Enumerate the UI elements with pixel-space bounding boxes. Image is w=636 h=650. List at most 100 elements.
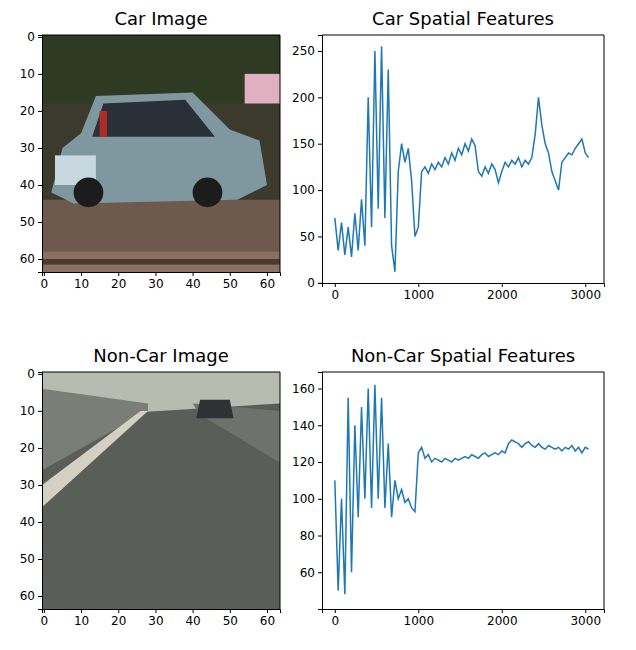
y-tick: 60 — [20, 589, 42, 603]
x-tick: 2000 — [487, 609, 518, 628]
x-tick-mark — [335, 609, 336, 613]
x-axis: 0100020003000 — [323, 283, 605, 302]
y-tick-mark — [38, 148, 42, 149]
y-tick: 20 — [20, 104, 42, 118]
y-tick: 40 — [20, 515, 42, 529]
x-tick-label: 0 — [41, 614, 49, 628]
y-tick: 40 — [20, 178, 42, 192]
y-tick: 0 — [27, 367, 42, 381]
x-tick-mark — [81, 272, 82, 276]
scene-car — [196, 400, 233, 419]
x-tick-mark — [155, 272, 156, 276]
y-tick-label: 60 — [20, 589, 35, 603]
y-tick: 100 — [292, 492, 322, 506]
y-axis-line — [318, 373, 323, 610]
y-tick: 0 — [27, 30, 42, 44]
x-tick-label: 10 — [74, 614, 89, 628]
y-tick: 100 — [292, 183, 322, 197]
y-tick-mark — [38, 185, 42, 186]
x-tick: 1000 — [404, 283, 435, 302]
y-tick-mark — [318, 389, 322, 390]
panel: 01020304050600102030405060Car Image — [20, 8, 281, 291]
y-tick: 20 — [20, 441, 42, 455]
frame-top — [322, 35, 604, 36]
y-axis: 0102030405060 — [20, 30, 43, 272]
scene-shape — [42, 200, 280, 272]
y-tick-mark — [318, 190, 322, 191]
data-line — [335, 385, 589, 594]
x-tick: 1000 — [404, 609, 435, 628]
y-tick-mark — [38, 448, 42, 449]
x-tick-label: 20 — [111, 614, 126, 628]
frame-right — [604, 372, 605, 609]
x-tick: 20 — [111, 609, 126, 628]
y-axis-line — [38, 36, 43, 273]
y-tick-mark — [38, 222, 42, 223]
scene-wheel — [74, 178, 104, 208]
x-tick-mark — [118, 272, 119, 276]
y-tick: 50 — [20, 552, 42, 566]
x-tick: 0 — [41, 272, 49, 291]
y-tick: 0 — [307, 276, 322, 290]
x-tick-label: 0 — [332, 614, 340, 628]
y-tick: 10 — [20, 404, 42, 418]
frame-right — [280, 372, 281, 609]
x-tick-mark — [155, 609, 156, 613]
y-tick: 80 — [300, 529, 322, 543]
y-tick-mark — [318, 97, 322, 98]
x-tick-mark — [418, 609, 419, 613]
x-tick-label: 1000 — [404, 614, 435, 628]
x-tick-mark — [502, 609, 503, 613]
y-tick-label: 0 — [27, 367, 35, 381]
y-tick-mark — [38, 411, 42, 412]
x-tick-label: 3000 — [570, 288, 601, 302]
x-tick: 10 — [74, 272, 89, 291]
x-tick: 0 — [41, 609, 49, 628]
x-tick-mark — [502, 283, 503, 287]
y-tick: 120 — [292, 455, 322, 469]
scene-background — [42, 35, 280, 272]
y-tick-label: 120 — [292, 455, 315, 469]
x-tick: 30 — [148, 609, 163, 628]
x-tick-mark — [44, 272, 45, 276]
x-tick-label: 1000 — [404, 288, 435, 302]
x-tick-label: 0 — [41, 277, 49, 291]
x-tick-mark — [193, 609, 194, 613]
x-axis-line — [323, 284, 605, 288]
chart-title: Car Image — [114, 8, 207, 29]
y-tick-mark — [318, 462, 322, 463]
y-tick-label: 20 — [20, 441, 35, 455]
x-tick: 3000 — [570, 283, 601, 302]
y-axis: 0102030405060 — [20, 367, 43, 609]
frame-top — [42, 35, 280, 36]
x-tick: 60 — [260, 609, 275, 628]
y-tick-label: 50 — [300, 230, 315, 244]
scene-lane-line — [42, 411, 148, 507]
x-tick: 50 — [223, 609, 238, 628]
y-tick-label: 50 — [20, 215, 35, 229]
x-tick-label: 10 — [74, 277, 89, 291]
scene-shape — [245, 74, 280, 104]
x-tick-mark — [193, 272, 194, 276]
y-tick: 160 — [292, 382, 322, 396]
x-tick: 40 — [185, 609, 200, 628]
y-tick-label: 60 — [20, 252, 35, 266]
x-axis-line — [43, 610, 281, 614]
x-tick-mark — [585, 283, 586, 287]
x-tick-label: 60 — [260, 614, 275, 628]
x-axis: 0100020003000 — [323, 609, 605, 628]
frame-top — [42, 372, 280, 373]
figure: 01020304050600102030405060Car Image01000… — [0, 0, 636, 650]
y-tick-label: 100 — [292, 183, 315, 197]
y-tick-mark — [318, 425, 322, 426]
x-tick-mark — [335, 283, 336, 287]
y-tick-label: 0 — [27, 30, 35, 44]
y-tick-label: 100 — [292, 492, 315, 506]
frame-right — [280, 35, 281, 272]
x-tick-label: 2000 — [487, 288, 518, 302]
x-tick: 2000 — [487, 283, 518, 302]
y-tick-label: 140 — [292, 419, 315, 433]
y-tick: 200 — [292, 91, 322, 105]
chart-title: Non-Car Spatial Features — [351, 345, 575, 366]
x-tick-mark — [230, 272, 231, 276]
